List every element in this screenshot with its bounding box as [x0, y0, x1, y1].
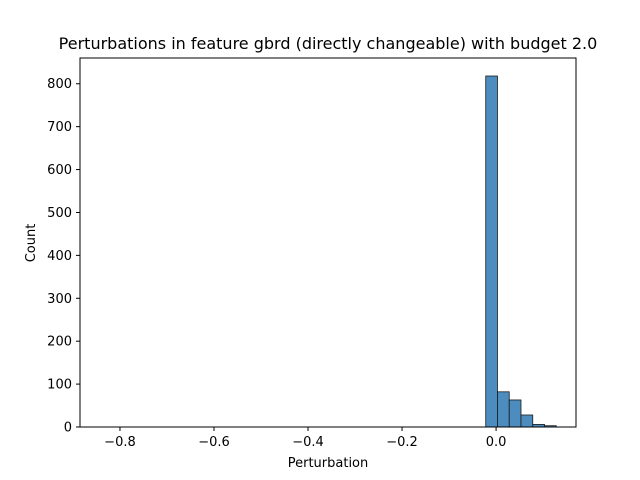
y-tick-label: 800 — [47, 77, 72, 92]
x-tick-label: 0.0 — [486, 435, 507, 450]
y-tick-label: 400 — [47, 249, 72, 264]
y-tick-label: 0 — [64, 421, 72, 436]
plot-area-frame — [79, 57, 577, 428]
x-tick-label: −0.2 — [386, 435, 418, 450]
histogram-bar-3 — [520, 414, 534, 428]
y-tick-label: 500 — [47, 206, 72, 221]
y-tick-label: 600 — [47, 163, 72, 178]
histogram-bar-0 — [485, 75, 498, 428]
y-tick-label: 200 — [47, 335, 72, 350]
y-tick-label: 300 — [47, 292, 72, 307]
histogram-bar-2 — [508, 399, 522, 428]
x-tick-label: −0.4 — [292, 435, 324, 450]
x-tick-label: −0.6 — [198, 435, 230, 450]
y-tick-label: 700 — [47, 120, 72, 135]
x-tick-label: −0.8 — [104, 435, 136, 450]
y-tick-label: 100 — [47, 378, 72, 393]
y-axis-label: Count — [24, 224, 39, 263]
chart-title: Perturbations in feature gbrd (directly … — [59, 34, 598, 53]
histogram-bar-1 — [497, 391, 510, 428]
x-axis-label: Perturbation — [288, 456, 369, 471]
